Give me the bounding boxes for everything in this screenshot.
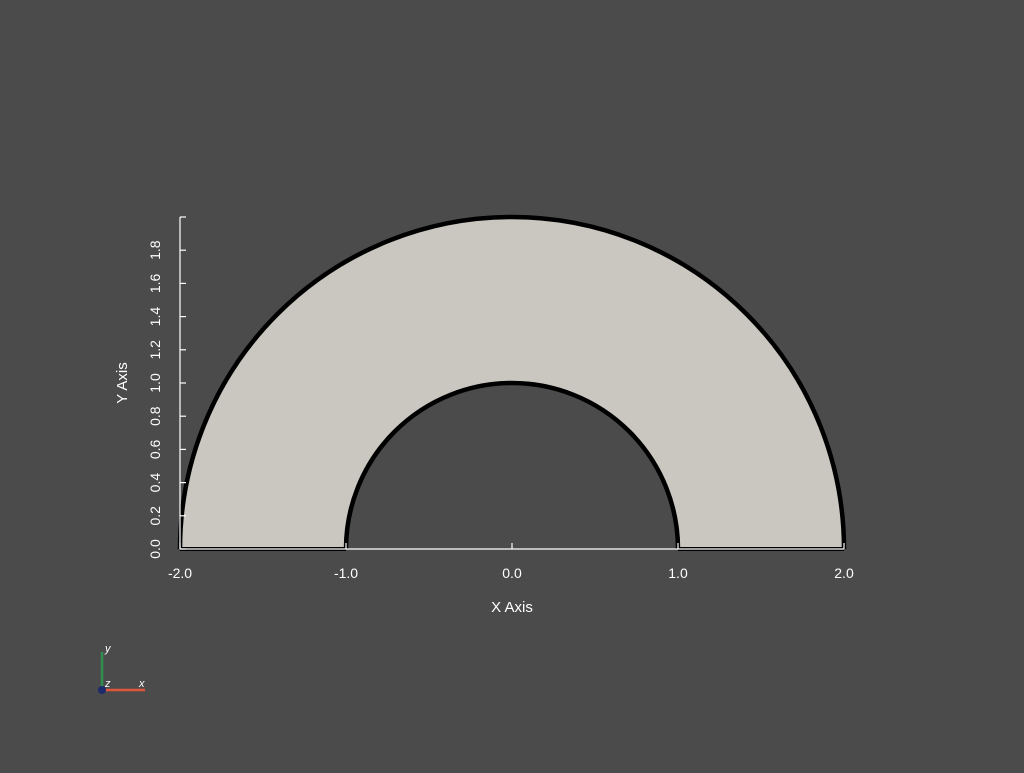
orientation-x-label: x <box>138 678 145 690</box>
y-tick-label: 0.0 <box>147 539 163 559</box>
orientation-z-axis <box>98 686 106 694</box>
y-tick-label: 0.4 <box>147 473 163 493</box>
shape-layer <box>177 214 847 551</box>
y-tick-label: 1.4 <box>147 307 163 327</box>
x-tick-label: 1.0 <box>668 565 688 581</box>
orientation-y-label: y <box>104 643 112 655</box>
y-tick-label: 0.6 <box>147 439 163 459</box>
y-tick-label: 0.8 <box>147 406 163 426</box>
y-tick-label: 1.0 <box>147 373 163 393</box>
y-tick-label: 1.2 <box>147 340 163 360</box>
x-tick-label: -2.0 <box>168 565 192 581</box>
y-tick-label: 1.8 <box>147 240 163 260</box>
y-axis-label: Y Axis <box>114 362 131 403</box>
y-tick-label: 1.6 <box>147 273 163 293</box>
outer-arc-edge <box>177 214 847 550</box>
axes-layer: -2.0 -1.0 0.0 1.0 2.0 0.0 0.2 0.4 0.6 0.8 1.0 1.2 1.… <box>147 216 854 581</box>
orientation-z-label: z <box>104 678 111 690</box>
x-axis-label: X Axis <box>491 599 533 616</box>
x-tick-label: 2.0 <box>834 565 854 581</box>
x-tick-label: -1.0 <box>334 565 358 581</box>
y-tick-label: 0.2 <box>147 506 163 526</box>
orientation-axes-widget: x y z <box>98 643 145 694</box>
x-tick-label: 0.0 <box>502 565 522 581</box>
inner-arc-edge <box>343 380 681 550</box>
